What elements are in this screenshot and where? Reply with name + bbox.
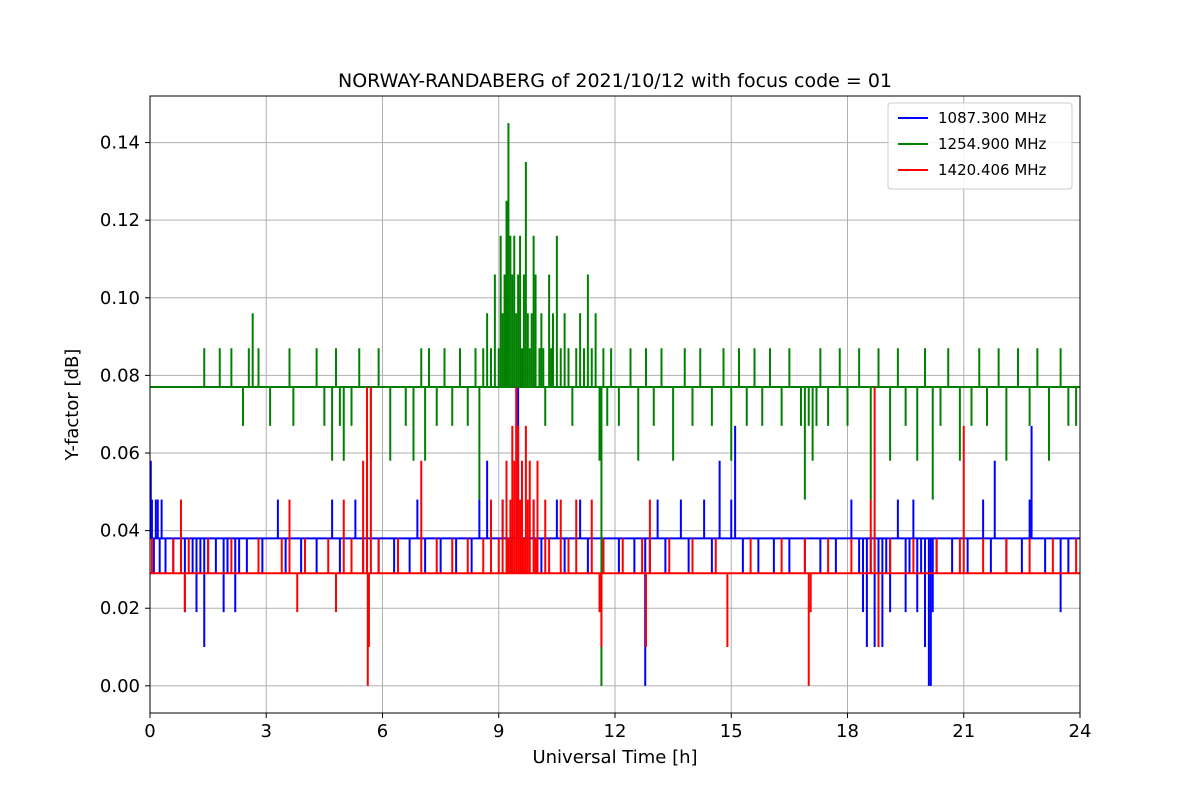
x-tick-label: 21 [952, 721, 975, 742]
y-tick-label: 0.02 [100, 598, 140, 619]
y-tick-label: 0.06 [100, 443, 140, 464]
x-axis-label: Universal Time [h] [532, 747, 697, 768]
legend: 1087.300 MHz 1254.900 MHz 1420.406 MHz [887, 102, 1073, 190]
x-tick-label: 18 [836, 721, 859, 742]
tick-layer: 0 3 6 9 12 15 18 21 24 0.00 0.02 0.04 0.06 0.08 0.10 0.… [100, 133, 1092, 742]
x-tick-label: 6 [377, 721, 388, 742]
x-tick-label: 12 [604, 721, 627, 742]
series-1 [149, 387, 1080, 686]
series-3 [150, 387, 1080, 686]
series-layer [149, 123, 1080, 686]
x-tick-label: 24 [1069, 721, 1092, 742]
y-tick-label: 0.04 [100, 521, 140, 542]
y-tick-label: 0.10 [100, 288, 140, 309]
legend-entry-label: 1420.406 MHz [938, 161, 1047, 179]
legend-entry-label: 1087.300 MHz [938, 109, 1047, 127]
x-tick-label: 0 [144, 721, 155, 742]
y-tick-label: 0.08 [100, 365, 140, 386]
chart-title: NORWAY-RANDABERG of 2021/10/12 with focu… [338, 70, 892, 92]
legend-entry-label: 1254.900 MHz [938, 135, 1047, 153]
x-tick-label: 3 [261, 721, 272, 742]
legend-box [887, 102, 1073, 190]
x-tick-label: 15 [720, 721, 743, 742]
y-tick-label: 0.00 [100, 676, 140, 697]
x-tick-label: 9 [493, 721, 504, 742]
y-tick-label: 0.12 [100, 210, 140, 231]
series-2 [150, 123, 1080, 686]
y-axis-label: Y-factor [dB] [62, 349, 83, 462]
y-tick-label: 0.14 [100, 133, 140, 154]
